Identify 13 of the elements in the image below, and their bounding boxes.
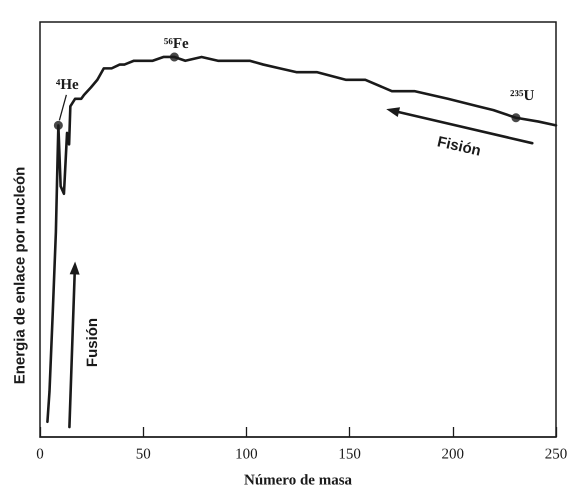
annotation: ²³⁵U [510,88,534,106]
annotation: Fisión [436,133,482,160]
x-tick-label: 250 [544,446,568,462]
annotation: Fusión [84,318,101,368]
x-tick-label: 100 [235,446,258,462]
x-tick-label: 50 [136,446,151,462]
x-axis-title: Número de masa [244,472,353,488]
x-tick-label: 150 [338,446,361,462]
y-axis-title: Energia de enlace por nucleón [11,167,28,385]
annotation: ⁴He [56,76,79,94]
x-tick-label: 200 [442,446,464,462]
x-tick-label: 0 [36,446,44,462]
annotation: ⁵⁶Fe [164,36,189,54]
